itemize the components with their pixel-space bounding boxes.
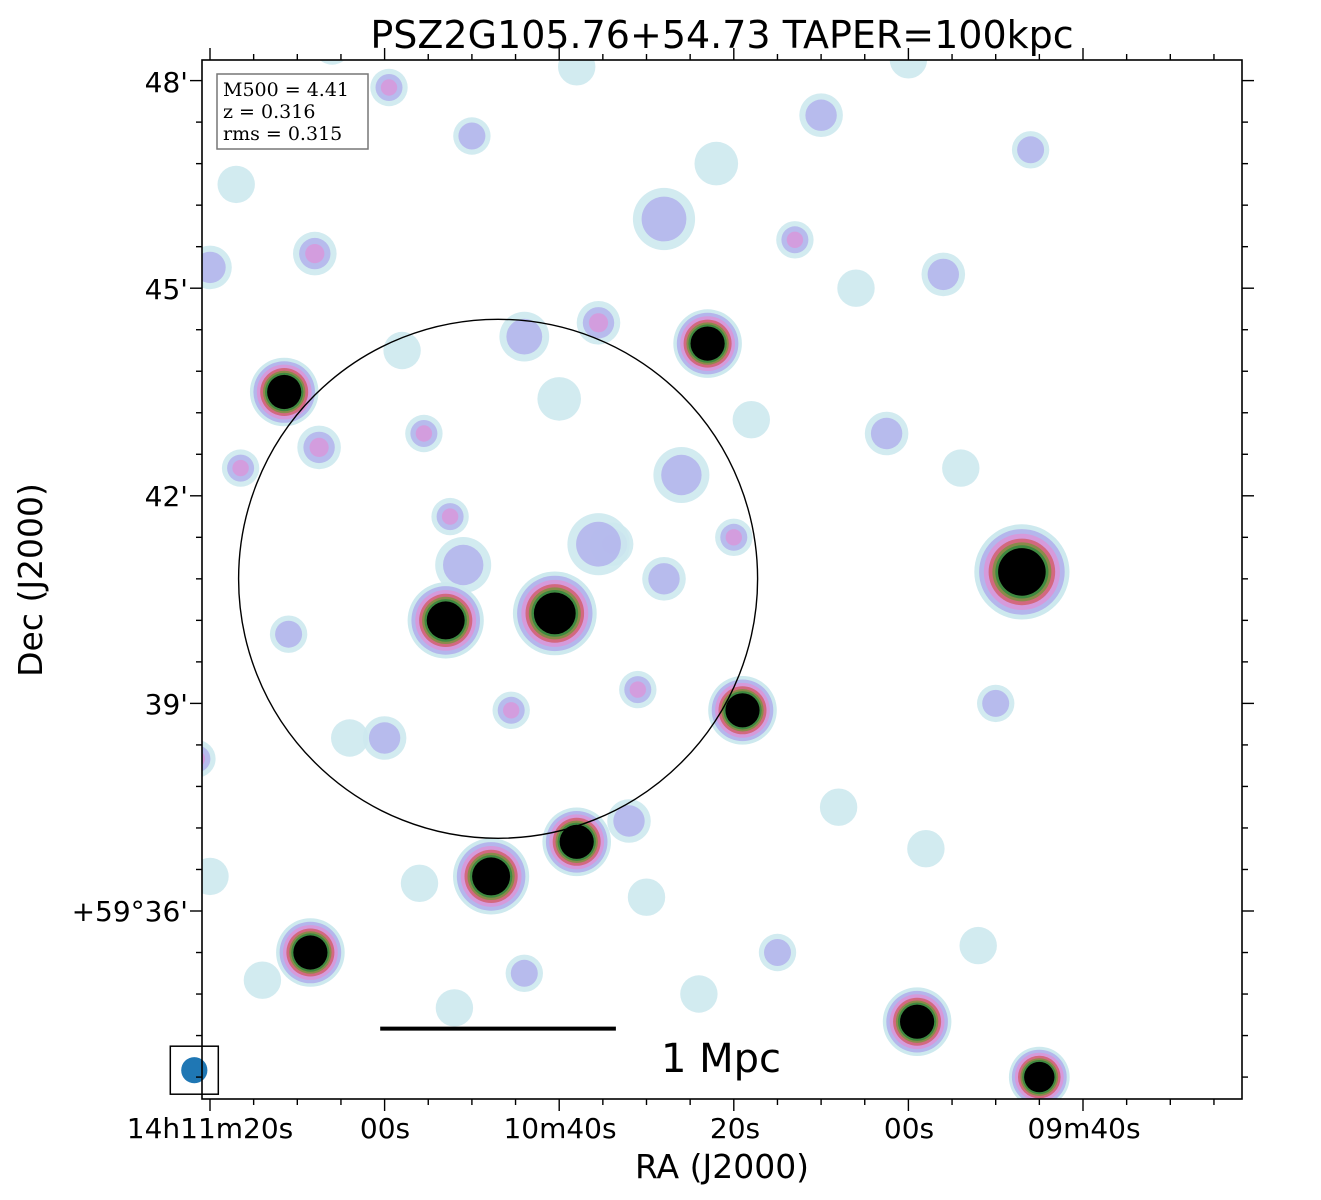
y-tick-label-2: 42' (145, 480, 188, 513)
emission-feature-29-layer-1 (1017, 136, 1045, 164)
emission-feature-47-layer-0 (202, 560, 203, 570)
emission-feature-5-layer-2 (629, 681, 646, 698)
r500-circle (237, 318, 759, 839)
source-8-ring-6 (472, 857, 511, 896)
scalebar-label: 1 Mpc (661, 1036, 781, 1082)
emission-feature-4-layer-2 (588, 313, 609, 333)
emission-feature-7-layer-2 (503, 702, 520, 719)
source-7-ring-6 (267, 374, 302, 410)
emission-feature-9-layer-2 (380, 79, 398, 96)
emission-feature-26-layer-1 (510, 959, 538, 987)
emission-feature-25-layer-1 (764, 939, 791, 966)
emission-feature-37-layer-0 (942, 449, 980, 487)
x-tick-label-2: 10m40s (503, 1112, 616, 1145)
emission-feature-28-layer-1 (805, 99, 837, 131)
emission-feature-33-layer-0 (217, 165, 255, 204)
emission-feature-41-layer-0 (819, 788, 858, 826)
emission-feature-44-layer-0 (435, 989, 474, 1027)
y-tick-label-3: 39' (145, 688, 188, 721)
emission-feature-11-layer-2 (725, 529, 742, 546)
source-5-ring-6 (533, 592, 576, 635)
emission-feature-23-layer-1 (368, 722, 401, 754)
emission-feature-35-layer-0 (694, 141, 739, 186)
source-4-ring-6 (998, 548, 1046, 596)
source-9-ring-6 (559, 824, 594, 859)
emission-feature-42-layer-0 (907, 830, 945, 868)
emission-feature-34-layer-0 (537, 377, 581, 421)
source-2-ring-6 (690, 326, 725, 361)
emission-feature-20-layer-1 (613, 805, 645, 837)
emission-feature-22-layer-1 (927, 258, 959, 291)
x-tick-label-3: 20s (710, 1112, 760, 1145)
chart-title: PSZ2G105.76+54.73 TAPER=100kpc (370, 13, 1073, 57)
emission-feature-36-layer-0 (837, 269, 875, 307)
emission-feature-50-layer-0 (558, 60, 596, 86)
emission-feature-15-layer-1 (506, 318, 543, 355)
y-tick-label-1: 45' (145, 273, 188, 306)
emission-feature-40-layer-0 (627, 878, 666, 916)
emission-feature-49-layer-0 (319, 60, 345, 65)
info-redshift: z = 0.316 (223, 101, 315, 123)
emission-feature-48-layer-0 (202, 857, 229, 896)
emission-feature-14-layer-1 (458, 122, 486, 150)
emission-feature-45-layer-0 (680, 975, 718, 1013)
axis-ticks (190, 48, 1254, 1111)
info-m500: M500 = 4.41 (223, 79, 349, 101)
emission-feature-39-layer-0 (400, 864, 439, 902)
x-axis-label: RA (J2000) (635, 1147, 809, 1186)
emission-feature-31-layer-0 (331, 719, 369, 757)
source-10-ring-6 (293, 935, 328, 970)
y-axis-label: Dec (J2000) (11, 483, 50, 677)
emission-feature-0-layer-2 (305, 244, 325, 264)
info-box: M500 = 4.41 z = 0.316 rms = 0.315 (216, 73, 369, 150)
emission-feature-24-layer-1 (982, 689, 1010, 717)
info-rms: rms = 0.315 (223, 123, 342, 145)
emission-feature-10-layer-2 (786, 231, 804, 248)
x-tick-label-1: 00s (360, 1112, 410, 1145)
emission-feature-27-layer-1 (648, 563, 680, 595)
emission-feature-13-layer-1 (202, 251, 226, 284)
emission-feature-19-layer-1 (576, 521, 621, 567)
y-tick-label-4: +59°36' (72, 895, 188, 928)
source-12-ring-6 (1024, 1061, 1055, 1093)
y-tick-label-0: 48' (145, 66, 188, 99)
overlay (169, 318, 759, 1095)
emission-feature-3-layer-2 (232, 459, 249, 477)
info-box-frame (216, 73, 369, 150)
radio-map (202, 60, 1070, 1099)
emission-feature-1-layer-2 (309, 437, 329, 457)
source-11-ring-6 (900, 1004, 935, 1039)
x-tick-label-4: 00s (884, 1112, 934, 1145)
emission-feature-16-layer-1 (641, 196, 687, 242)
plot-background (202, 60, 1242, 1099)
emission-feature-2-layer-2 (415, 425, 433, 442)
emission-feature-51-layer-0 (889, 60, 928, 79)
emission-feature-30-layer-1 (275, 620, 303, 648)
emission-feature-38-layer-0 (732, 401, 770, 439)
source-6-ring-6 (426, 601, 465, 640)
beam-ellipse (181, 1057, 208, 1084)
emission-feature-12-layer-1 (202, 746, 211, 772)
emission-feature-46-layer-0 (959, 926, 997, 965)
x-tick-label-0: 14h11m20s (127, 1112, 294, 1145)
emission-feature-43-layer-0 (243, 961, 282, 999)
source-3-ring-6 (725, 693, 760, 728)
emission-feature-17-layer-1 (661, 454, 702, 496)
emission-feature-18-layer-1 (443, 544, 484, 586)
emission-feature-6-layer-2 (441, 508, 459, 525)
emission-feature-21-layer-1 (870, 417, 903, 450)
x-tick-label-5: 09m40s (1027, 1112, 1140, 1145)
